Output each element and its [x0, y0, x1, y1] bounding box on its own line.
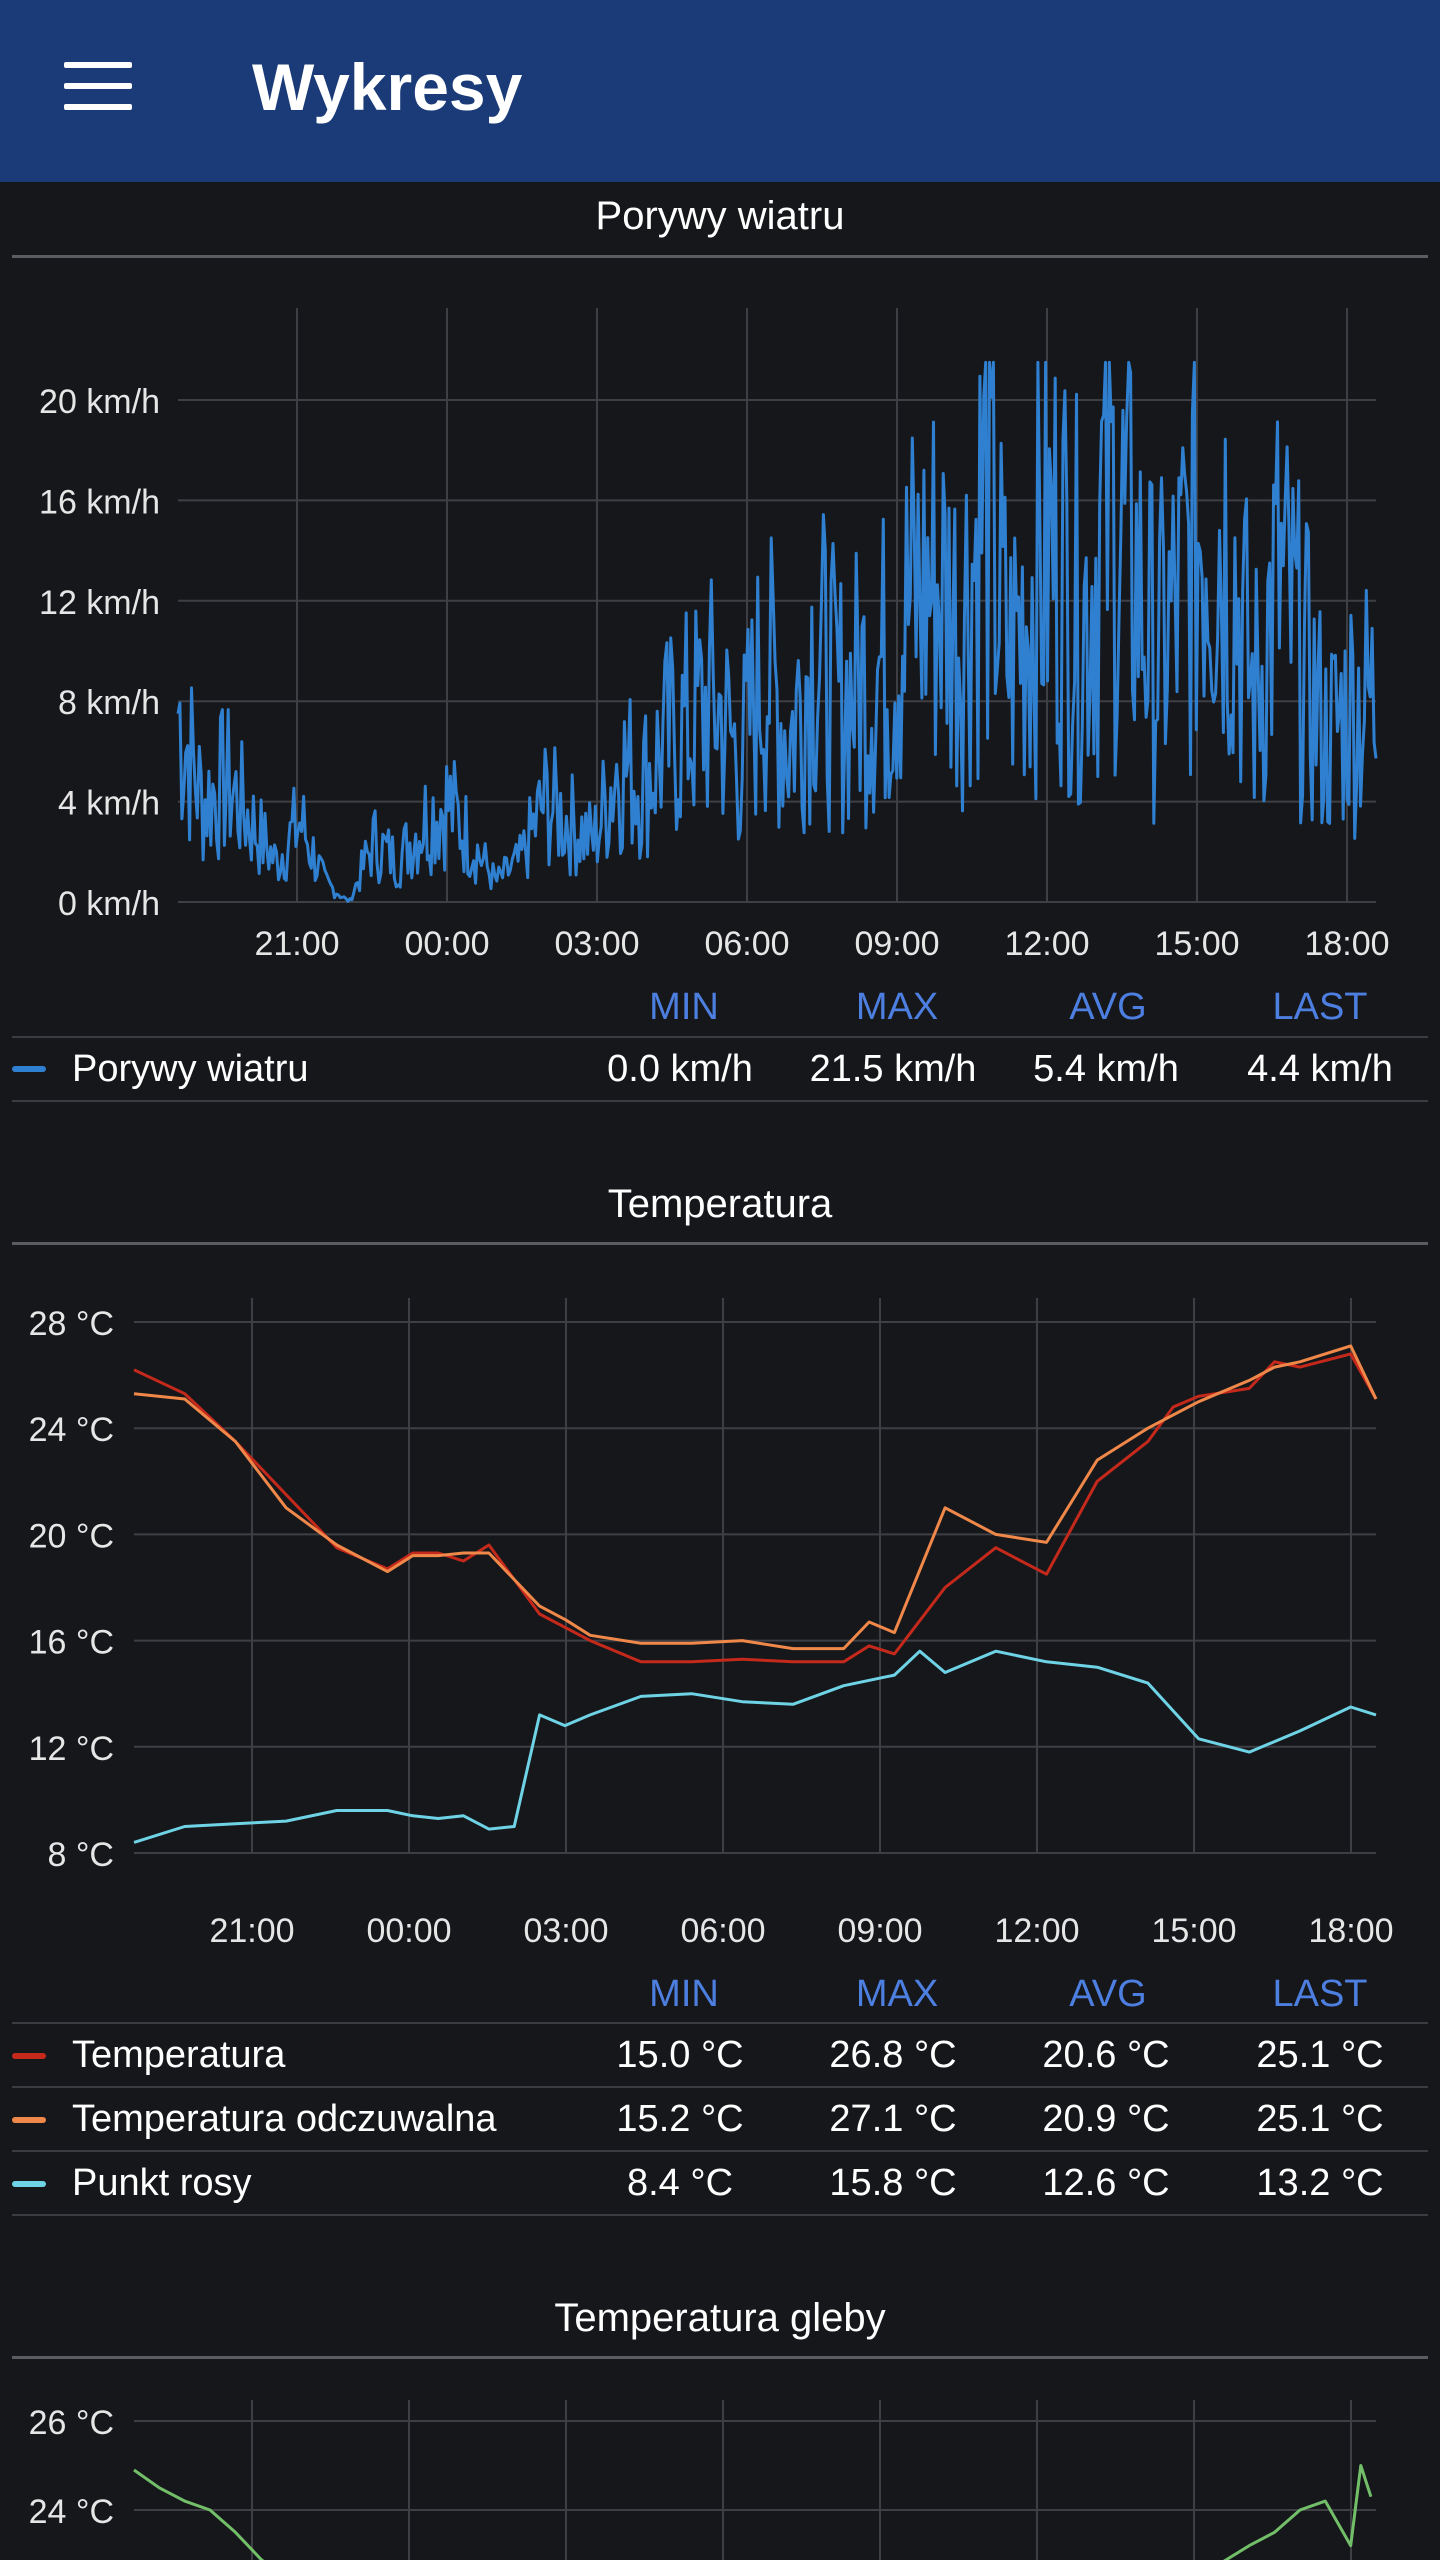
- x-tick-label: 03:00: [554, 925, 639, 963]
- panel-divider: [12, 2356, 1428, 2359]
- stat-header-last[interactable]: LAST: [1272, 986, 1368, 1028]
- x-tick-label: 09:00: [854, 925, 939, 963]
- series-line-series: [133, 2464, 1373, 2560]
- app-bar: Wykresy: [0, 0, 1440, 182]
- stat-header-min[interactable]: MIN: [649, 986, 719, 1028]
- x-tick-label: 12:00: [994, 1912, 1079, 1950]
- stat-header-avg[interactable]: AVG: [1069, 986, 1147, 1028]
- legend-value-min: 0.0 km/h: [607, 1048, 753, 1090]
- legend-item-temperature[interactable]: Temperatura: [72, 2034, 286, 2076]
- panel-title-temperature: Temperatura: [607, 1182, 833, 1226]
- legend-value-avg: 20.6 °C: [1042, 2034, 1170, 2076]
- legend-value-min: 8.4 °C: [626, 2162, 734, 2204]
- temperature-chart[interactable]: 8 °C12 °C16 °C20 °C24 °C28 °C21:00 00:00 0…: [0, 0, 1440, 1960]
- y-tick-label: 16 km/h: [39, 483, 160, 521]
- x-tick-label: 15:00: [1151, 1912, 1236, 1950]
- legend-value-last: 25.1 °C: [1256, 2098, 1384, 2140]
- legend-value-min: 15.0 °C: [616, 2034, 744, 2076]
- y-tick-label: 24 °C: [29, 2493, 114, 2531]
- panel-divider: [12, 255, 1428, 258]
- x-tick-label: 06:00: [704, 925, 789, 963]
- legend-item-wind[interactable]: Porywy wiatru: [72, 1048, 309, 1090]
- wind-gust-chart[interactable]: 0 km/h 4 km/h 8 km/h 12 km/h 16 km/h 20 km/h 2…: [0, 0, 1440, 980]
- y-tick-label: 8 °C: [47, 1836, 114, 1874]
- legend-value-max: 15.8 °C: [829, 2162, 957, 2204]
- legend-item-feels-like[interactable]: Temperatura odczuwalna: [72, 2098, 497, 2140]
- x-tick-label: 18:00: [1304, 925, 1389, 963]
- legend-divider: [12, 2022, 1428, 2024]
- legend-value-last: 13.2 °C: [1256, 2162, 1384, 2204]
- legend-value-min: 15.2 °C: [616, 2098, 744, 2140]
- stat-header-avg[interactable]: AVG: [1069, 1973, 1147, 2015]
- page-title: Wykresy: [252, 50, 523, 124]
- x-tick-label: 03:00: [523, 1912, 608, 1950]
- x-tick-label: 21:00: [209, 1912, 294, 1950]
- stat-header-min[interactable]: MIN: [649, 1973, 719, 2015]
- legend-value-max: 26.8 °C: [829, 2034, 957, 2076]
- legend-swatch: [12, 2181, 46, 2187]
- series-line-porywy-wiatru: [176, 360, 1378, 903]
- x-tick-label: 00:00: [366, 1912, 451, 1950]
- x-tick-label: 21:00: [254, 925, 339, 963]
- stat-header-last[interactable]: LAST: [1272, 1973, 1368, 2015]
- legend-divider: [12, 2214, 1428, 2216]
- legend-divider: [12, 1100, 1428, 1102]
- y-tick-label: 12 km/h: [39, 584, 160, 622]
- y-tick-label: 12 °C: [29, 1730, 114, 1768]
- x-tick-label: 00:00: [404, 925, 489, 963]
- legend-value-last: 4.4 km/h: [1247, 1048, 1393, 1090]
- series-line-temperatura: [133, 1352, 1378, 1664]
- legend-divider: [12, 1036, 1428, 1038]
- y-tick-label: 4 km/h: [58, 785, 160, 823]
- x-tick-label: 15:00: [1154, 925, 1239, 963]
- legend-value-avg: 20.9 °C: [1042, 2098, 1170, 2140]
- legend-value-max: 27.1 °C: [829, 2098, 957, 2140]
- x-tick-label: 06:00: [680, 1912, 765, 1950]
- legend-swatch: [12, 1066, 46, 1072]
- x-tick-label: 18:00: [1308, 1912, 1393, 1950]
- legend-swatch: [12, 2117, 46, 2123]
- y-tick-label: 8 km/h: [58, 684, 160, 722]
- x-tick-label: 12:00: [1004, 925, 1089, 963]
- legend-swatch: [12, 2053, 46, 2059]
- x-tick-label: 09:00: [837, 1912, 922, 1950]
- legend-value-avg: 12.6 °C: [1042, 2162, 1170, 2204]
- panel-divider: [12, 1242, 1428, 1245]
- y-tick-label: 0 km/h: [58, 885, 160, 923]
- y-tick-label: 16 °C: [29, 1624, 114, 1662]
- y-tick-label: 26 °C: [29, 2404, 114, 2442]
- y-tick-label: 20 °C: [29, 1517, 114, 1555]
- y-tick-label: 20 km/h: [39, 383, 160, 421]
- y-tick-label: 28 °C: [29, 1305, 114, 1343]
- panel-title-soil-temperature: Temperatura gleby: [554, 2296, 886, 2340]
- panel-title-wind: Porywy wiatru: [595, 194, 845, 238]
- legend-value-last: 25.1 °C: [1256, 2034, 1384, 2076]
- stat-header-max[interactable]: MAX: [855, 986, 939, 1028]
- menu-icon[interactable]: [64, 62, 132, 110]
- legend-value-max: 21.5 km/h: [809, 1048, 977, 1090]
- legend-value-avg: 5.4 km/h: [1033, 1048, 1179, 1090]
- legend-divider: [12, 2086, 1428, 2088]
- y-tick-label: 24 °C: [29, 1411, 114, 1449]
- stat-header-max[interactable]: MAX: [855, 1973, 939, 2015]
- legend-item-dew-point[interactable]: Punkt rosy: [72, 2162, 252, 2204]
- legend-divider: [12, 2150, 1428, 2152]
- series-line-punkt-rosy: [133, 1649, 1377, 1844]
- series-line-temperatura-odczuwalna: [133, 1344, 1378, 1651]
